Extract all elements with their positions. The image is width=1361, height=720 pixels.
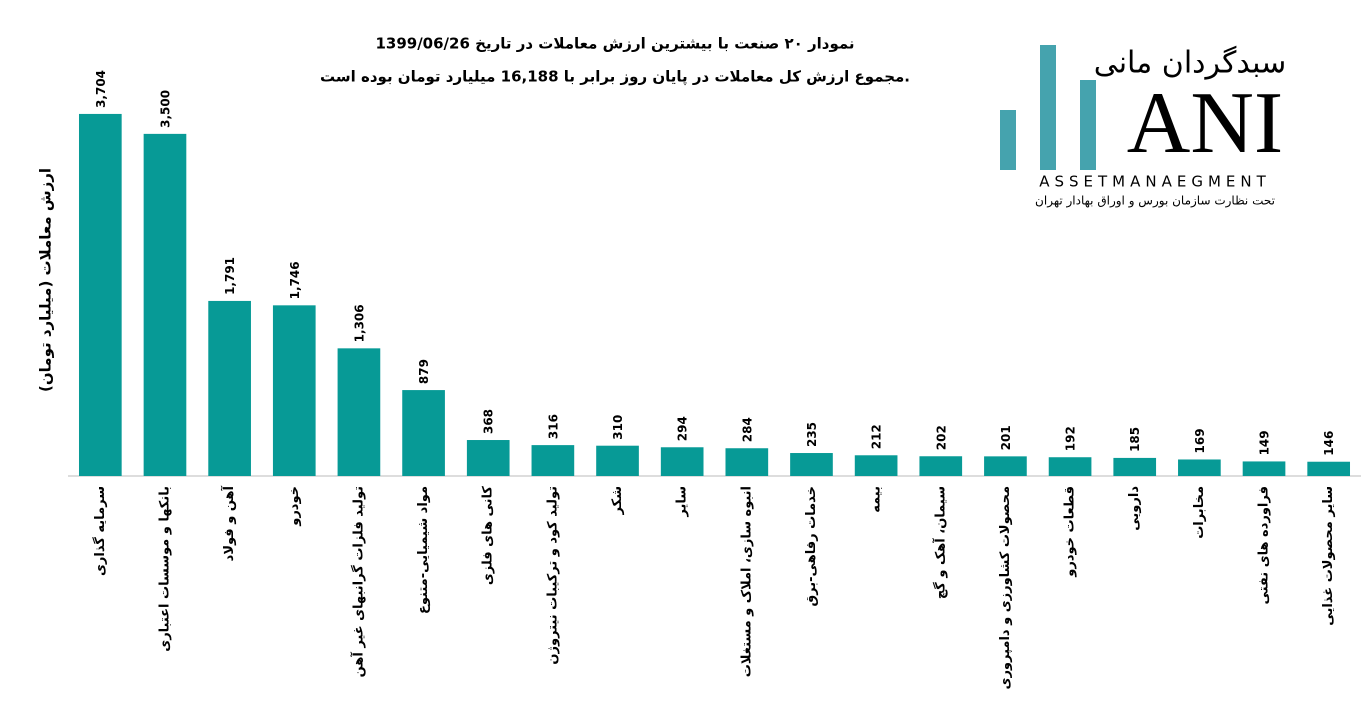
x-tick-label: سایر محصولات غذایی — [1321, 486, 1336, 626]
data-label: 185 — [1128, 427, 1142, 452]
chart-subtitle: مجموع ارزش کل معاملات در پایان روز برابر… — [320, 68, 910, 87]
data-label: 879 — [417, 359, 431, 384]
data-label: 3,704 — [94, 70, 108, 108]
data-label: 284 — [740, 417, 754, 442]
logo-name: سبدگردان مانی — [1094, 46, 1287, 81]
bar — [1307, 461, 1351, 476]
x-tick-label: دارویی — [1127, 486, 1142, 531]
x-tick-label: تولید فلزات گرانبهای غیر آهن — [349, 486, 366, 677]
bar — [984, 456, 1027, 476]
bar — [78, 113, 122, 477]
data-label: 212 — [870, 424, 884, 449]
bar — [596, 445, 639, 476]
x-tick-label: خدمات رفاهی-برق — [804, 486, 819, 606]
data-label: 368 — [482, 409, 496, 434]
data-label: 202 — [934, 425, 948, 450]
bar — [143, 133, 187, 476]
logo-bar — [1000, 110, 1016, 170]
x-tick-label: بانکها و موسسات اعتباری — [157, 486, 172, 652]
bar — [919, 456, 963, 476]
bar — [725, 448, 769, 476]
x-tick-label: بیمه — [869, 486, 884, 513]
x-tick-label: انبوه سازی، املاک و مستغلات — [739, 486, 754, 677]
data-label: 1,306 — [352, 304, 366, 342]
x-tick-label: سایر — [675, 486, 690, 518]
data-label: 146 — [1322, 431, 1336, 456]
logo-bar — [1080, 80, 1096, 170]
chart-title: نمودار ۲۰ صنعت با بیشترین ارزش معاملات د… — [375, 35, 854, 53]
bar — [531, 445, 575, 476]
data-label: 201 — [999, 425, 1013, 450]
data-label: 169 — [1193, 428, 1207, 453]
data-label: 310 — [611, 415, 625, 440]
x-tick-label: شکر — [610, 486, 625, 515]
x-tick-label: سرمایه گذاری — [92, 486, 108, 576]
bar — [790, 453, 833, 476]
bar — [1113, 457, 1157, 476]
data-label: 294 — [676, 416, 690, 441]
x-tick-label: محصولات کشاورزی و دامپروری — [998, 486, 1013, 689]
bar — [208, 300, 251, 476]
bar — [854, 455, 898, 476]
bar — [660, 447, 704, 476]
logo-tagline: تحت نظارت سازمان بورس و اوراق بهادار تهر… — [1035, 194, 1275, 209]
bar — [1242, 461, 1286, 476]
x-tick-label: فراورده های نفتی — [1257, 486, 1272, 605]
bar — [466, 440, 510, 476]
y-axis-label: ارزش معاملات (میلیارد تومان) — [37, 168, 55, 392]
logo-english: ASSETMANAEGMENT — [1039, 173, 1271, 191]
data-label: 235 — [805, 422, 819, 447]
logo: سبدگردان مانی ANI ASSETMANAEGMENT تحت نظ… — [1000, 45, 1286, 209]
bar — [337, 348, 381, 476]
x-tick-label: مخابرات — [1192, 486, 1207, 539]
data-label: 3,500 — [158, 90, 172, 128]
bar — [402, 390, 445, 476]
x-tick-label: سیمان، آهک و گچ — [931, 486, 948, 599]
x-tick-label: کانی های فلزی — [481, 486, 496, 586]
x-tick-label: قطعات خودرو — [1063, 486, 1078, 578]
x-tick-label: آهن و فولاد — [220, 485, 237, 561]
data-label: 192 — [1064, 426, 1078, 451]
x-tick-label: مواد شیمیایی-متنوع — [416, 486, 431, 614]
bar — [1178, 459, 1221, 476]
bar — [272, 305, 316, 476]
logo-bar — [1040, 45, 1056, 170]
data-label: 1,746 — [288, 261, 302, 299]
bar — [1048, 457, 1092, 476]
data-label: 1,791 — [223, 257, 237, 295]
data-label: 316 — [546, 414, 560, 439]
logo-mark: ANI — [1127, 75, 1283, 172]
x-tick-label: خودرو — [287, 486, 302, 527]
data-label: 149 — [1258, 430, 1272, 455]
x-tick-label: تولید کود و ترکیبات نیتروژن — [545, 486, 560, 665]
